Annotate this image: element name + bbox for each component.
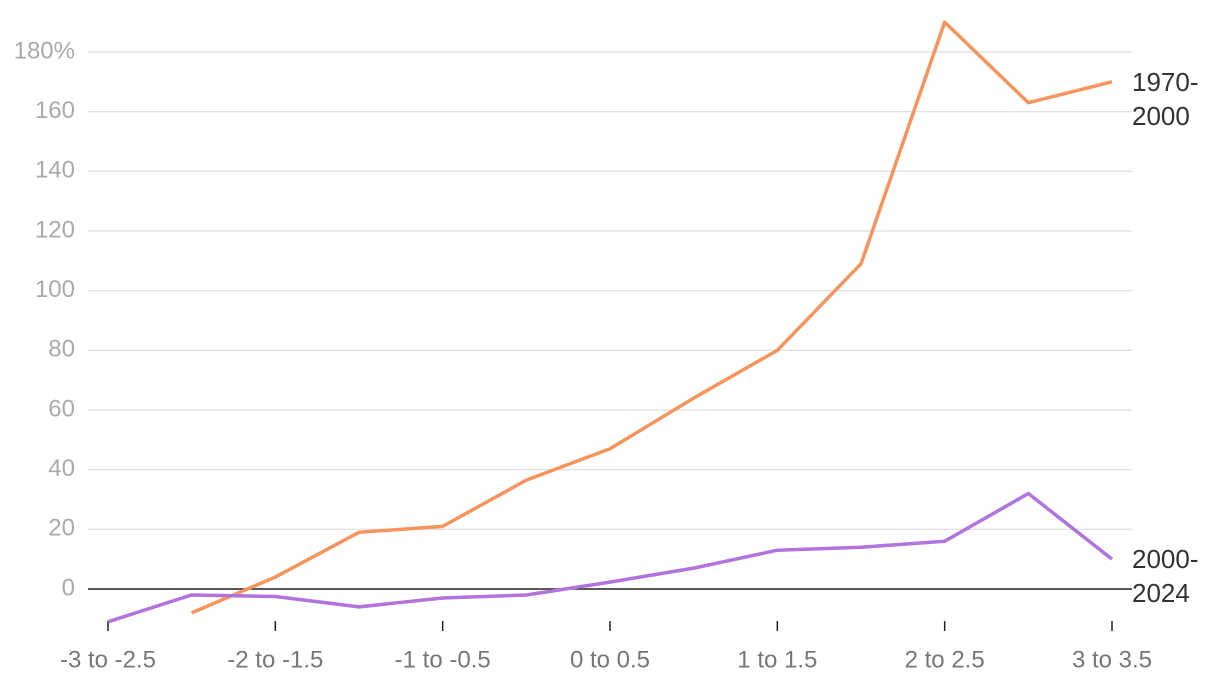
- y-tick-label: 0: [62, 574, 75, 601]
- series-label: 1970-2000: [1132, 66, 1199, 131]
- series-line: [190, 20, 1113, 615]
- series-label: 2000-2024: [1132, 544, 1199, 609]
- y-tick-label: 160: [35, 97, 75, 124]
- y-tick-label: 20: [48, 515, 75, 542]
- y-tick-label: 140: [35, 157, 75, 184]
- series-line: [107, 491, 1114, 624]
- x-tick-label: -3 to -2.5: [60, 646, 156, 673]
- y-tick-label: 180%: [14, 37, 75, 64]
- x-tick-label: 0 to 0.5: [570, 646, 650, 673]
- x-tick-label: 2 to 2.5: [905, 646, 985, 673]
- y-tick-label: 40: [48, 455, 75, 482]
- y-tick-label: 60: [48, 395, 75, 422]
- y-tick-label: 120: [35, 216, 75, 243]
- y-tick-label: 80: [48, 336, 75, 363]
- x-tick-label: -2 to -1.5: [227, 646, 323, 673]
- y-tick-label: 100: [35, 276, 75, 303]
- x-tick-label: -1 to -0.5: [395, 646, 491, 673]
- x-tick-label: 1 to 1.5: [737, 646, 817, 673]
- x-tick-label: 3 to 3.5: [1072, 646, 1152, 673]
